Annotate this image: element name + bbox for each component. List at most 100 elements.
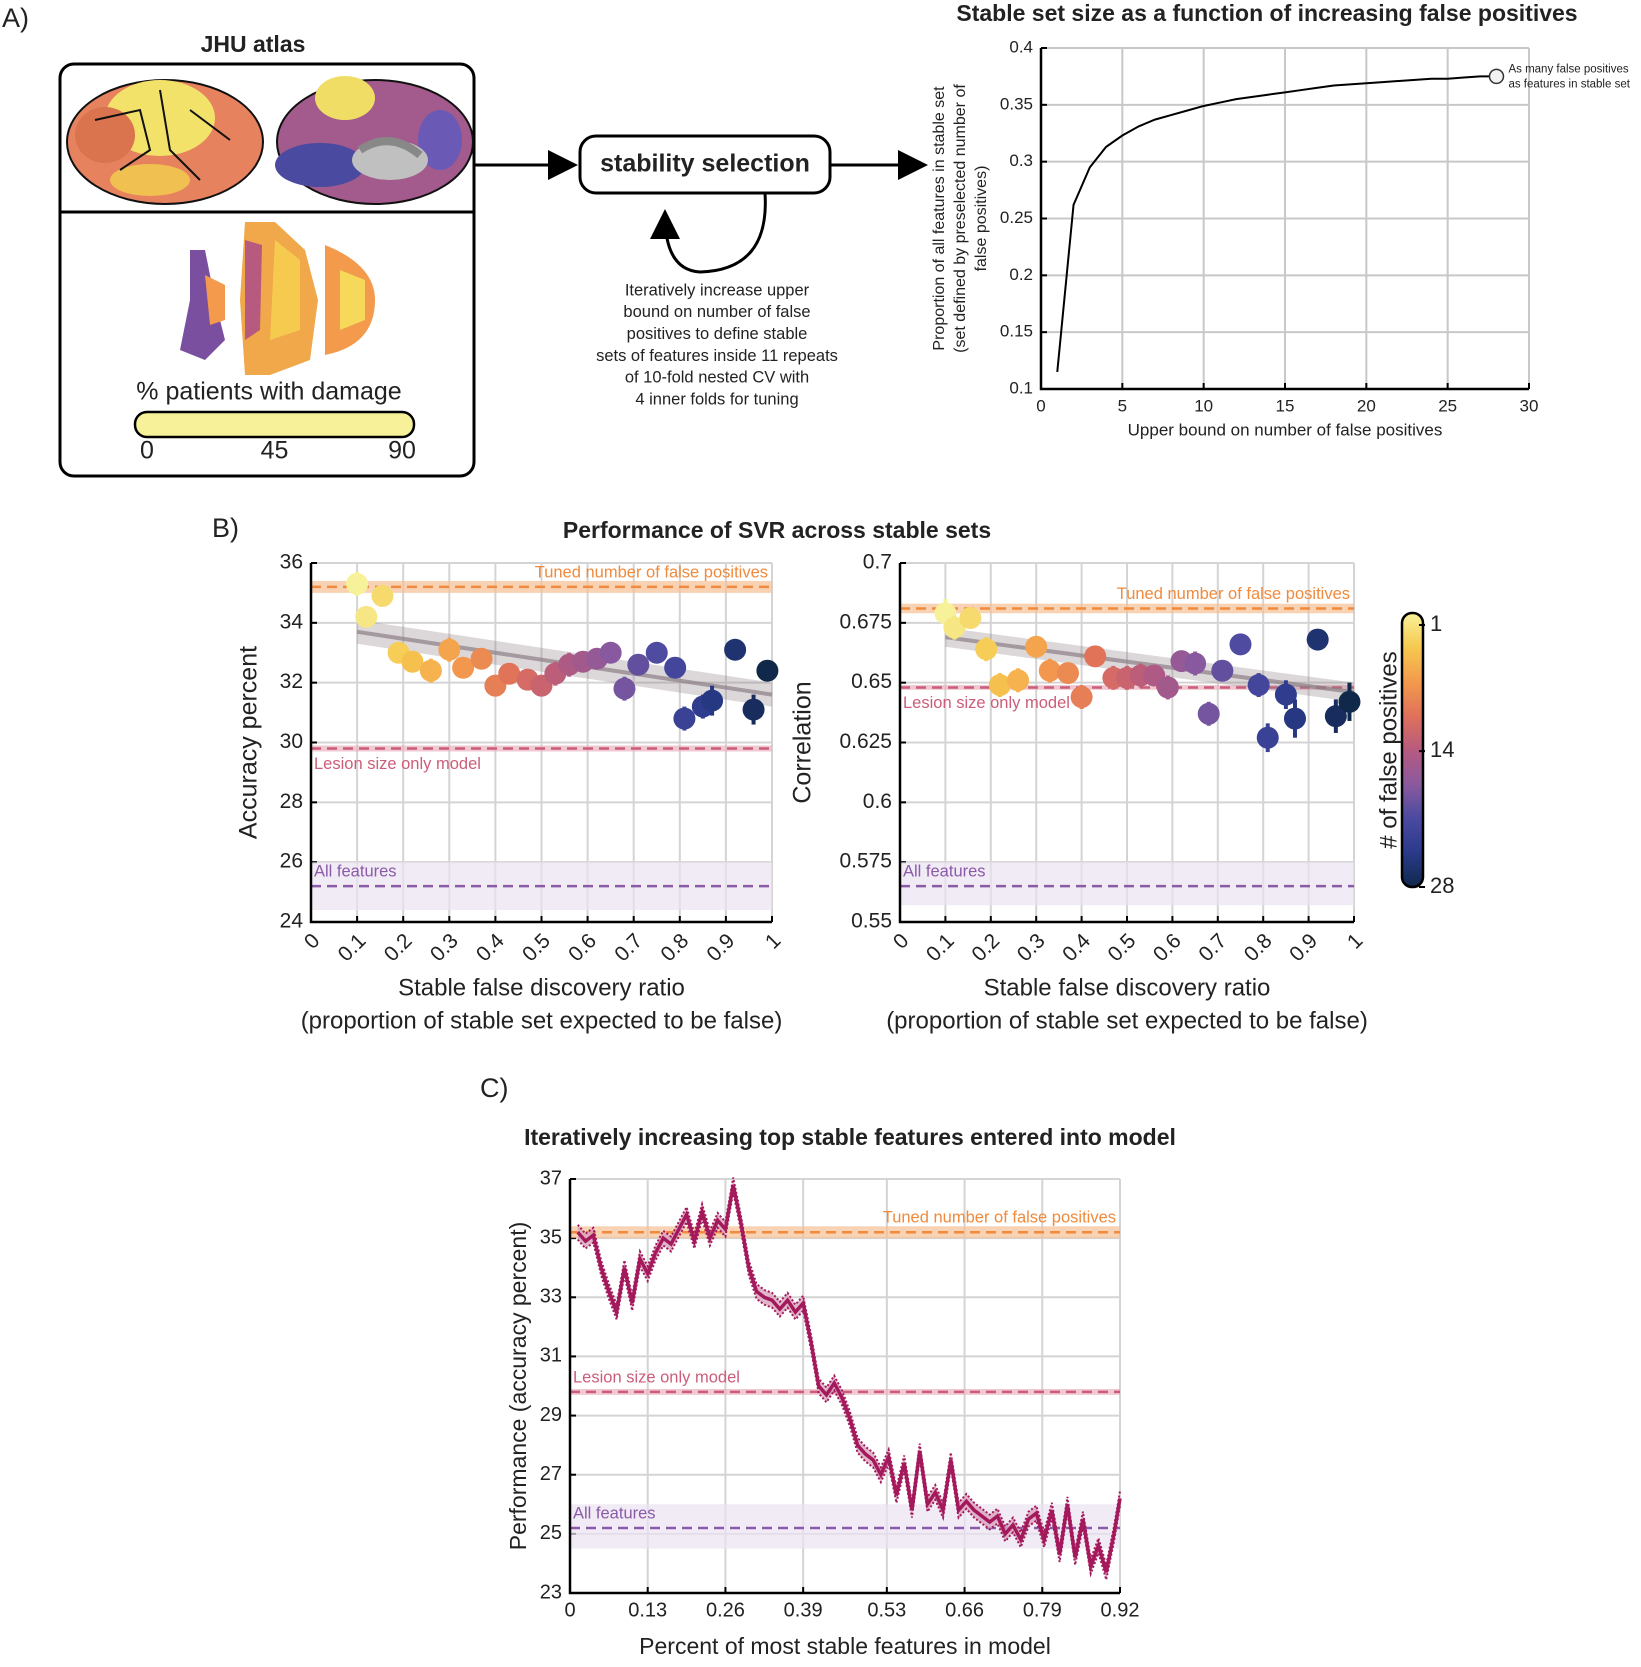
x-tick-label: 0.66 bbox=[945, 1599, 984, 1621]
colorbar-tick-label: 45 bbox=[261, 437, 289, 465]
axis bbox=[568, 1179, 1120, 1595]
point bbox=[975, 638, 998, 661]
x-tick-label: 0.1 bbox=[334, 929, 371, 966]
chart-title: Stable set size as a function of increas… bbox=[956, 0, 1577, 26]
x-tick-label: 0.26 bbox=[706, 1599, 745, 1621]
y-axis-label: Correlation bbox=[789, 681, 817, 803]
y-tick-label: 23 bbox=[540, 1581, 562, 1603]
y-tick-label: 0.6 bbox=[863, 790, 892, 813]
brain-slices bbox=[180, 222, 375, 375]
reference-label: Lesion size only model bbox=[314, 755, 481, 773]
point bbox=[701, 689, 724, 712]
y-tick-label: 0.575 bbox=[839, 850, 892, 873]
x-tick-label: 20 bbox=[1357, 396, 1376, 415]
colorbar bbox=[133, 410, 416, 439]
point bbox=[1070, 686, 1093, 709]
x-tick-label: 0.4 bbox=[472, 929, 509, 966]
x-tick-label: 0.5 bbox=[1104, 929, 1141, 966]
x-tick-label: 0.9 bbox=[702, 929, 739, 966]
y-tick-label: 27 bbox=[540, 1463, 562, 1485]
point bbox=[673, 707, 696, 730]
x-tick-label: 0.13 bbox=[628, 1599, 667, 1621]
atlas-title: JHU atlas bbox=[201, 31, 306, 57]
point bbox=[498, 662, 521, 685]
y-axis-label: Proportion of all features in stable set bbox=[931, 86, 948, 351]
annotation-text: as features in stable set bbox=[1508, 78, 1630, 90]
y-axis-label: false positives) bbox=[973, 166, 990, 272]
point bbox=[1197, 702, 1220, 725]
point bbox=[470, 647, 493, 670]
loop-arrow bbox=[650, 192, 767, 274]
axis bbox=[309, 563, 772, 924]
point bbox=[599, 641, 622, 664]
y-tick-label: 0.1 bbox=[1009, 378, 1033, 397]
point bbox=[419, 659, 442, 682]
reference-label: All features bbox=[314, 862, 397, 880]
x-tick-label: 0 bbox=[564, 1599, 575, 1621]
x-tick-label: 1 bbox=[761, 929, 786, 954]
x-tick-label: 0.3 bbox=[1013, 929, 1050, 966]
point bbox=[1283, 707, 1306, 730]
point bbox=[1324, 705, 1347, 728]
axis bbox=[1039, 48, 1529, 391]
reference-label: Tuned number of false positives bbox=[883, 1209, 1116, 1227]
reference-label: Tuned number of false positives bbox=[1117, 585, 1350, 603]
x-tick-label: 0 bbox=[889, 929, 914, 954]
x-axis-label: (proportion of stable set expected to be… bbox=[301, 1007, 783, 1034]
x-tick-label: 30 bbox=[1520, 396, 1539, 415]
y-tick-label: 29 bbox=[540, 1404, 562, 1426]
point bbox=[452, 656, 475, 679]
point bbox=[1156, 676, 1179, 699]
point bbox=[1274, 683, 1297, 706]
point bbox=[346, 572, 369, 595]
x-tick-label: 0.79 bbox=[1023, 1599, 1062, 1621]
y-tick-label: 0.2 bbox=[1009, 265, 1033, 284]
x-tick-label: 10 bbox=[1194, 396, 1213, 415]
caption-line: bound on number of false bbox=[623, 303, 810, 321]
data-line bbox=[576, 1184, 1122, 1574]
reference-label: Lesion size only model bbox=[903, 694, 1070, 712]
data-line bbox=[1056, 75, 1497, 373]
x-tick-label: 0.8 bbox=[656, 929, 693, 966]
x-tick-label: 0.6 bbox=[564, 929, 601, 966]
point bbox=[1256, 726, 1279, 749]
x-axis-label: Upper bound on number of false positives bbox=[1128, 420, 1443, 439]
colorbar-label: % patients with damage bbox=[136, 378, 401, 406]
y-tick-label: 0.625 bbox=[839, 730, 892, 753]
brain-medial bbox=[275, 76, 474, 205]
point bbox=[355, 605, 378, 628]
caption-line: of 10-fold nested CV with bbox=[625, 369, 809, 387]
point bbox=[627, 653, 650, 676]
annotation-text: As many false positives bbox=[1508, 63, 1628, 75]
y-tick-label: 32 bbox=[280, 670, 303, 693]
y-tick-label: 37 bbox=[540, 1167, 562, 1189]
x-tick-label: 0.92 bbox=[1101, 1599, 1140, 1621]
point bbox=[1084, 645, 1107, 668]
caption-line: sets of features inside 11 repeats bbox=[596, 347, 838, 365]
panel-label: A) bbox=[2, 3, 29, 33]
colorbar bbox=[1400, 611, 1425, 889]
x-tick-label: 0.2 bbox=[967, 929, 1004, 966]
y-axis-label: Accuracy percent bbox=[235, 646, 263, 839]
x-tick-label: 0.5 bbox=[518, 929, 555, 966]
axis bbox=[898, 563, 1354, 924]
point bbox=[1306, 628, 1329, 651]
x-tick-label: 0.39 bbox=[784, 1599, 823, 1621]
y-axis-label: (set defined by preselected number of bbox=[952, 84, 969, 353]
y-tick-label: 26 bbox=[280, 850, 303, 873]
x-axis-label: Percent of most stable features in model bbox=[639, 1633, 1051, 1659]
x-tick-label: 0.6 bbox=[1149, 929, 1186, 966]
x-tick-label: 0.9 bbox=[1285, 929, 1322, 966]
point bbox=[401, 650, 424, 673]
caption-line: Iteratively increase upper bbox=[625, 281, 810, 299]
y-tick-label: 0.35 bbox=[1000, 94, 1033, 113]
x-tick-label: 0.8 bbox=[1240, 929, 1277, 966]
colorbar-tick-label: 1 bbox=[1430, 611, 1442, 636]
y-tick-label: 0.675 bbox=[839, 610, 892, 633]
y-tick-label: 0.7 bbox=[863, 551, 892, 574]
x-tick-label: 1 bbox=[1343, 929, 1368, 954]
x-axis-label: (proportion of stable set expected to be… bbox=[886, 1007, 1368, 1034]
point bbox=[1184, 652, 1207, 675]
x-tick-label: 15 bbox=[1276, 396, 1295, 415]
chart: 0 5 10 15 20 25 30 0.1 0.15 0.2 0.25 0.3 0.35 0.4 Prop… bbox=[931, 37, 1631, 439]
